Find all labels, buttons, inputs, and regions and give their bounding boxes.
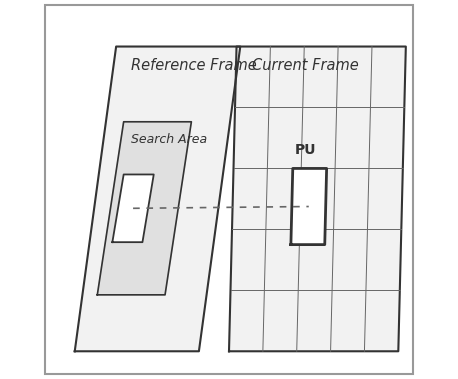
Text: Reference Frame: Reference Frame: [131, 58, 257, 73]
Polygon shape: [229, 47, 406, 351]
Text: Current Frame: Current Frame: [251, 58, 358, 73]
Text: PU: PU: [295, 143, 316, 157]
Polygon shape: [97, 122, 191, 295]
Text: Search Area: Search Area: [131, 133, 207, 146]
Polygon shape: [112, 174, 154, 242]
Polygon shape: [291, 168, 327, 244]
Polygon shape: [75, 47, 240, 351]
